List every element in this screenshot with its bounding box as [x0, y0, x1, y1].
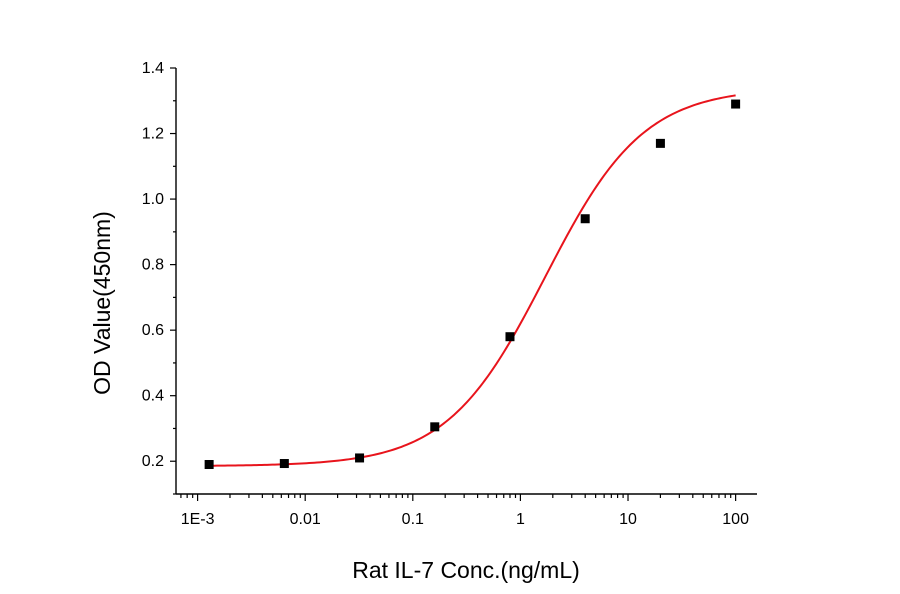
y-tick-label: 0.8	[142, 257, 164, 274]
y-axis-title: OD Value(450nm)	[89, 211, 115, 395]
x-axis-title: Rat IL-7 Conc.(ng/mL)	[352, 557, 580, 583]
x-tick-label: 1	[516, 511, 525, 528]
y-tick-label: 1.4	[142, 60, 164, 77]
y-axis-ticks: 0.2 0.4 0.6 0.8 1.0 1.2 1.4	[142, 60, 176, 495]
x-tick-label: 100	[722, 511, 749, 528]
data-point	[279, 459, 289, 469]
y-tick-label: 1.2	[142, 126, 164, 143]
data-point	[505, 332, 515, 342]
plot-area	[204, 94, 741, 470]
x-tick-label: 1E-3	[181, 511, 215, 528]
x-tick-label: 10	[619, 511, 637, 528]
x-tick-label: 0.1	[402, 511, 424, 528]
data-point	[204, 460, 214, 470]
y-tick-label: 1.0	[142, 191, 164, 208]
x-axis-ticks: 1E-3 0.01 0.1 1 10 100	[180, 494, 749, 528]
data-points	[204, 99, 741, 470]
data-point	[430, 422, 440, 432]
data-point	[731, 99, 741, 109]
y-tick-label: 0.4	[142, 388, 164, 405]
fit-curve	[209, 94, 736, 467]
x-tick-label: 0.01	[290, 511, 321, 528]
data-point	[655, 138, 665, 148]
y-tick-label: 0.6	[142, 322, 164, 339]
data-point	[355, 453, 365, 463]
data-point	[580, 214, 590, 224]
y-tick-label: 0.2	[142, 453, 164, 470]
